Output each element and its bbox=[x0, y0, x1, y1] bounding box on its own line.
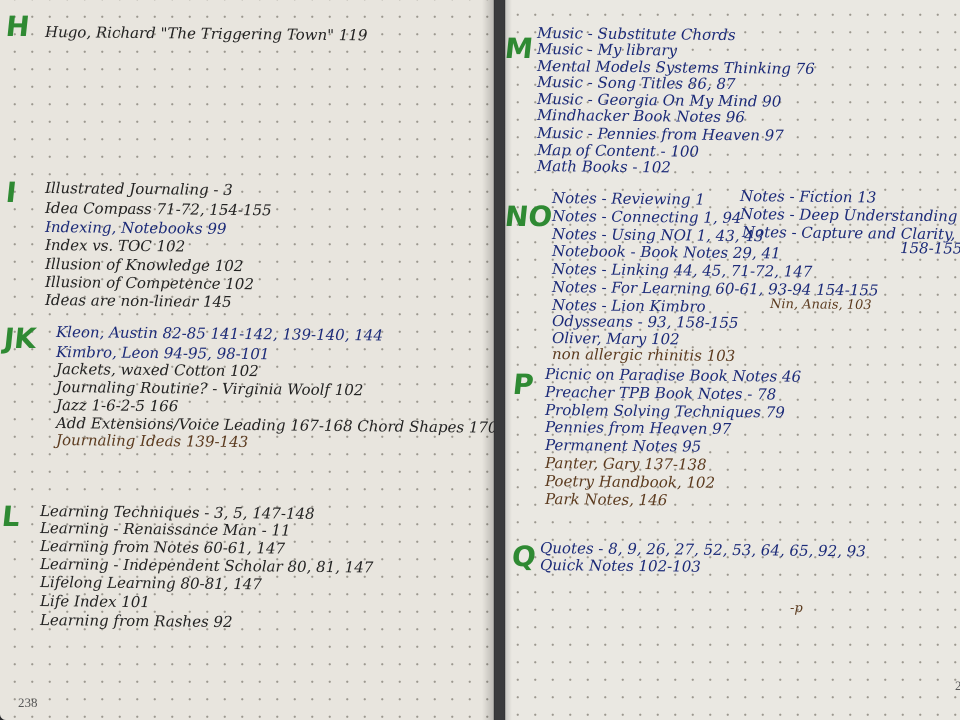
index-entry: Math Books - 102 bbox=[536, 157, 671, 177]
page-number-right: 2 bbox=[955, 678, 960, 693]
index-entry: Notes - Connecting 1, 94 bbox=[551, 207, 742, 227]
index-letter-h: H bbox=[4, 10, 32, 43]
index-entry: Illusion of Knowledge 102 bbox=[44, 255, 244, 276]
index-letter-p: P bbox=[511, 368, 536, 401]
index-letter-l: L bbox=[0, 500, 22, 533]
index-entry: Life Index 101 bbox=[39, 592, 150, 612]
index-entry: Panter, Gary 137-138 bbox=[544, 454, 707, 474]
index-entry: Quick Notes 102-103 bbox=[539, 556, 701, 576]
index-entry-column-two: Nin, Anais, 103 bbox=[769, 297, 872, 314]
index-entry: Journaling Ideas 139-143 bbox=[55, 431, 249, 452]
index-entry: Jackets, waxed Cotton 102 bbox=[55, 360, 259, 381]
index-entry: Notes - Reviewing 1 bbox=[551, 189, 705, 209]
left-notebook-page: 238 H Hugo, Richard "The Triggering Town"… bbox=[0, 0, 494, 720]
margin-mark: -p bbox=[789, 601, 803, 617]
index-entry-column-two: 158-155 bbox=[899, 239, 960, 258]
index-entry: Park Notes, 146 bbox=[544, 490, 668, 510]
index-entry: Pennies from Heaven 97 bbox=[544, 418, 732, 438]
page-number-left: 238 bbox=[18, 695, 38, 710]
index-entry: Illusion of Competence 102 bbox=[44, 273, 255, 294]
index-letter-i: I bbox=[4, 176, 19, 209]
index-entry: Indexing, Notebooks 99 bbox=[44, 218, 227, 238]
index-letter-q: Q bbox=[510, 540, 538, 573]
index-entry-column-two: Notes - Fiction 13 bbox=[739, 187, 877, 207]
notebook-gutter bbox=[482, 0, 512, 720]
index-entry: non allergic rhinitis 103 bbox=[551, 345, 736, 365]
index-entry: Kleon, Austin 82-85 141-142, 139-140, 14… bbox=[55, 323, 384, 345]
index-entry: Permanent Notes 95 bbox=[544, 436, 702, 456]
index-entry: Mindhacker Book Notes 96 bbox=[536, 106, 745, 127]
right-notebook-page: 2 -p M Music - Substitute Chords Music - M… bbox=[503, 0, 960, 720]
index-entry: Poetry Handbook, 102 bbox=[544, 472, 716, 492]
index-entry: Illustrated Journaling - 3 bbox=[44, 179, 233, 199]
index-entry: Jazz 1-6-2-5 166 bbox=[55, 396, 179, 416]
index-entry: Ideas are non-linear 145 bbox=[44, 291, 232, 311]
index-entry: Idea Compass 71-72, 154-155 bbox=[44, 199, 272, 220]
index-entry: Hugo, Richard "The Triggering Town" 119 bbox=[44, 23, 368, 45]
index-entry: Lifelong Learning 80-81, 147 bbox=[39, 573, 262, 594]
index-letter-jk: JK bbox=[2, 322, 38, 355]
index-entry: Index vs. TOC 102 bbox=[44, 236, 186, 256]
index-entry: Learning from Rashes 92 bbox=[39, 611, 233, 632]
